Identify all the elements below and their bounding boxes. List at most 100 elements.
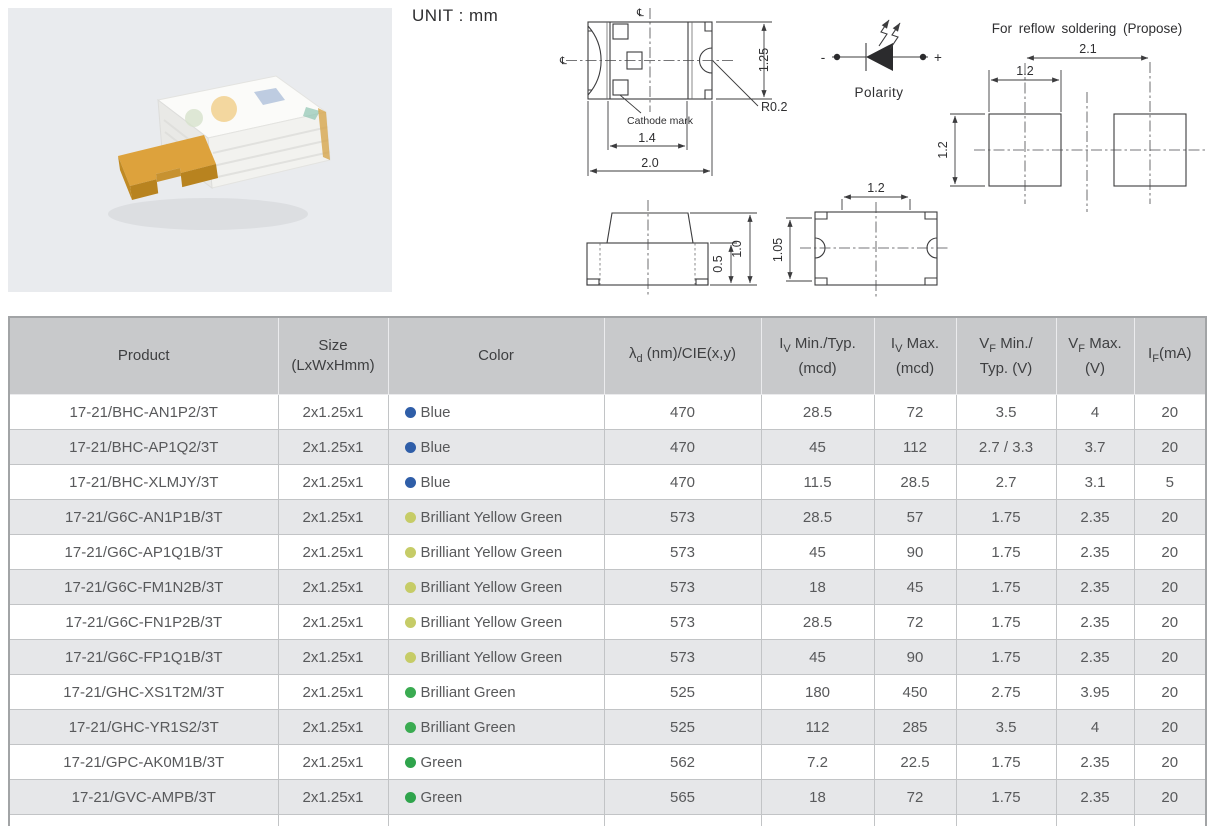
table-row: 17-21/BHC-AP1Q2/3T 2x1.25x1 Blue 470 45 112 2.… — [8, 429, 1207, 465]
cell-size: 2x1.25x1 — [277, 744, 389, 780]
cell-lambda: 470 — [603, 394, 762, 430]
cell-vf-min: 2.75 — [955, 674, 1057, 710]
cell-iv-min: 180 — [760, 674, 875, 710]
cell-vf-max: 3.7 — [1055, 429, 1135, 465]
cell-iv-min: 7.2 — [760, 744, 875, 780]
cell-iv-max: 72 — [873, 394, 957, 430]
cell-product: 17-21/GVC-AMPB/3T — [8, 779, 279, 815]
color-dot-icon — [404, 581, 416, 593]
end-view-drawing: 1.2 1.05 — [771, 181, 950, 298]
cell-vf-max: 2.35 — [1055, 569, 1135, 605]
table-row: 17-21/G6C-FM1N2B/3T 2x1.25x1 Brilliant Yel… — [8, 569, 1207, 605]
smd-led-photo — [8, 8, 392, 292]
color-dot-icon — [404, 476, 416, 488]
cell-vf-min: 2.7 / 3.3 — [955, 429, 1057, 465]
cell-vf-max: 3.95 — [1055, 674, 1135, 710]
cell-if: 20 — [1133, 674, 1207, 710]
cell-product: 17-21/GHC-YR1S2/3T — [8, 709, 279, 745]
cell-vf-min: 1.75 — [955, 569, 1057, 605]
dim-pitch: 2.1 — [1079, 42, 1096, 56]
cell-iv-min: 18 — [760, 569, 875, 605]
cell-color: Brilliant Yellow Green — [387, 639, 605, 675]
cell-if: 20 — [1133, 709, 1207, 745]
cell-vf-max: 2.35 — [1055, 604, 1135, 640]
cell-color: Blue — [387, 429, 605, 465]
color-label: Brilliant Green — [420, 683, 516, 701]
cell-iv-max: 72 — [873, 604, 957, 640]
cell-if: 20 — [1133, 744, 1207, 780]
cell-iv-max: 90 — [873, 534, 957, 570]
col-header-size: Size (LxWxHmm) — [277, 316, 389, 395]
cell-size: 2x1.25x1 — [277, 534, 389, 570]
cell-product: 17-21/BHC-AP1Q2/3T — [8, 429, 279, 465]
cell-vf-min: 1.75 — [955, 779, 1057, 815]
cell-lambda: 573 — [603, 534, 762, 570]
cell-if: 20 — [1133, 499, 1207, 535]
cell-size: 2x1.25x1 — [277, 674, 389, 710]
cell-iv-max: 450 — [873, 674, 957, 710]
cell-size: 2x1.25x1 — [277, 429, 389, 465]
cell-vf-max: 3.1 — [1055, 464, 1135, 500]
polarity-plus: + — [934, 50, 942, 65]
cell-lambda: 470 — [603, 429, 762, 465]
cell-product: 17-21/BHC-AN1P2/3T — [8, 394, 279, 430]
dim-end-height: 1.05 — [771, 238, 785, 262]
polarity-label: Polarity — [854, 85, 903, 100]
cell-iv-max: 28.5 — [873, 464, 957, 500]
col-header-product: Product — [8, 316, 279, 395]
cell-iv-min: 28.5 — [760, 604, 875, 640]
cell-lambda: 525 — [603, 709, 762, 745]
table-row: 17-21/GHC-XS1T2M/3T 2x1.25x1 Brilliant Gre… — [8, 674, 1207, 710]
color-dot-icon — [404, 441, 416, 453]
color-dot-icon — [404, 791, 416, 803]
cell-size: 2x1.25x1 — [277, 499, 389, 535]
color-label: Brilliant Yellow Green — [420, 543, 563, 561]
cell-iv-max: 57 — [873, 499, 957, 535]
cell-iv-min: 28.5 — [760, 499, 875, 535]
centerline-symbol: ℄ — [636, 7, 644, 19]
cell-product: 17-21/G6C-FM1N2B/3T — [8, 569, 279, 605]
cell-vf-min: 3.5 — [955, 709, 1057, 745]
cell-color: Blue — [387, 464, 605, 500]
table-row: 17-21/G6C-FN1P2B/3T 2x1.25x1 Brilliant Yel… — [8, 604, 1207, 640]
spec-table: Product Size (LxWxHmm) Color λd (nm)/CIE… — [8, 316, 1207, 826]
cell-vf-max: 2.35 — [1055, 534, 1135, 570]
cell-color: Brilliant Green — [387, 709, 605, 745]
cell-product: 17-21/G6C-AP1Q1B/3T — [8, 534, 279, 570]
color-dot-icon — [404, 511, 416, 523]
cell-lambda: 525 — [603, 674, 762, 710]
col-header-iv-max: IV Max. (mcd) — [873, 316, 957, 395]
cell-lambda: 573 — [603, 569, 762, 605]
table-row: 17-21/G6C-FP1Q1B/3T 2x1.25x1 Brilliant Yel… — [8, 639, 1207, 675]
cell-size: 2x1.25x1 — [277, 604, 389, 640]
cell-iv-max: 72 — [873, 779, 957, 815]
color-dot-icon — [404, 406, 416, 418]
cell-if: 20 — [1133, 569, 1207, 605]
cell-lambda: 565 — [603, 779, 762, 815]
cell-lambda: 573 — [603, 604, 762, 640]
color-dot-icon — [404, 721, 416, 733]
dim-radius: R0.2 — [761, 100, 787, 114]
color-label: Blue — [420, 438, 451, 456]
color-label: Green — [420, 788, 463, 806]
cell-iv-max: 285 — [873, 709, 957, 745]
cell-vf-max: 2.35 — [1055, 779, 1135, 815]
col-header-color: Color — [387, 316, 605, 395]
color-dot-icon — [404, 546, 416, 558]
cell-iv-min: 28.5 — [760, 394, 875, 430]
cell-size: 2x1.25x1 — [277, 394, 389, 430]
cell-product: 17-21/G6C-AN1P1B/3T — [8, 499, 279, 535]
cell-iv-min: 45 — [760, 639, 875, 675]
table-row-partial — [8, 814, 1207, 826]
cell-vf-max: 4 — [1055, 709, 1135, 745]
dim-width: 2.0 — [641, 156, 658, 170]
table-row: 17-21/GVC-AMPB/3T 2x1.25x1 Green 565 18 72 1.7… — [8, 779, 1207, 815]
cell-if: 20 — [1133, 394, 1207, 430]
table-body: 17-21/BHC-AN1P2/3T 2x1.25x1 Blue 470 28.5 72 3… — [8, 394, 1207, 826]
color-dot-icon — [404, 616, 416, 628]
cell-product: 17-21/GHC-XS1T2M/3T — [8, 674, 279, 710]
cell-color: Brilliant Yellow Green — [387, 534, 605, 570]
cell-vf-min: 1.75 — [955, 604, 1057, 640]
cell-lambda: 573 — [603, 499, 762, 535]
